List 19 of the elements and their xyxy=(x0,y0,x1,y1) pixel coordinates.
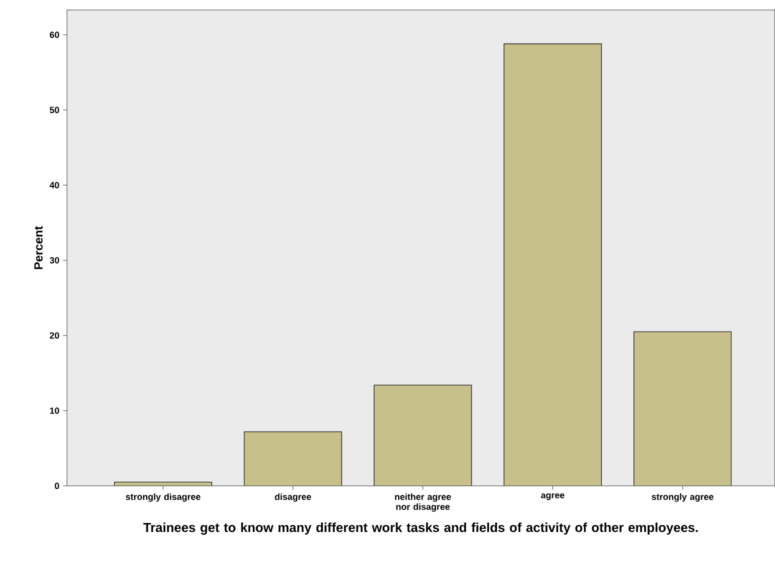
x-tick-label: strongly disagree xyxy=(126,493,200,502)
y-tick-label: 10 xyxy=(50,408,60,414)
bar xyxy=(114,482,212,486)
y-tick-label: 0 xyxy=(54,482,60,490)
x-tick-label: disagree xyxy=(274,493,312,502)
x-tick-label: agree xyxy=(541,493,564,500)
y-tick-label: 40 xyxy=(50,182,60,188)
x-tick-label: neither agree nor disagree xyxy=(395,493,451,512)
y-tick-label: 50 xyxy=(50,106,60,114)
y-axis-title: Percent xyxy=(34,226,43,270)
bar xyxy=(504,43,602,486)
y-tick-label: 30 xyxy=(50,257,60,264)
x-tick-label: strongly agree xyxy=(652,493,714,502)
x-axis-title: Trainees get to know many different work tasks and fields of activity of other employees. xyxy=(143,522,698,535)
y-tick-label: 20 xyxy=(50,332,60,339)
bar xyxy=(244,431,342,486)
bar xyxy=(633,331,732,486)
bar xyxy=(374,384,472,486)
y-tick-label: 60 xyxy=(50,32,60,38)
